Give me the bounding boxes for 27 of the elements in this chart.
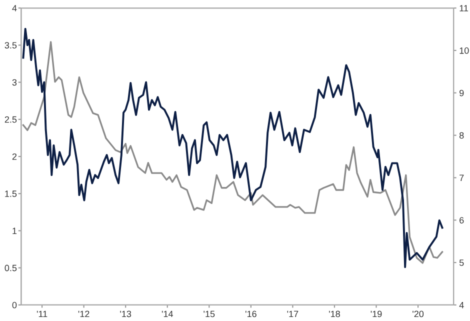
x-tick-label: '14 [162, 310, 173, 318]
y-tick-label: 1.5 [5, 190, 17, 197]
x-tick-label: '16 [246, 310, 256, 318]
y2-tick-label: 10 [460, 47, 469, 54]
y-tick-label: 0.5 [4, 264, 17, 272]
y-tick-label: 4 [12, 5, 17, 12]
y-tick-label: 0 [12, 302, 17, 308]
x-tick-label: '18 [329, 310, 340, 318]
y-tick-label: 2.5 [4, 116, 17, 123]
y2-tick-label: 6 [460, 217, 464, 224]
x-tick-label: '13 [120, 310, 132, 318]
x-tick-label: '11 [36, 310, 48, 318]
x-tick-label: '20 [412, 310, 424, 318]
y2-tick-label: 5 [459, 260, 464, 266]
x-tick-label: '17 [287, 310, 298, 318]
y2-tick-label: 9 [460, 90, 464, 96]
x-tick-label: '19 [370, 310, 382, 318]
y2-tick-label: 4 [459, 302, 464, 308]
x-tick-label: '15 [204, 310, 215, 318]
y-tick-label: 1 [12, 228, 17, 234]
y2-tick-label: 7 [460, 174, 464, 181]
y2-tick-label: 11 [460, 5, 468, 12]
y-tick-label: 2 [12, 153, 17, 160]
y-tick-label: 3.5 [4, 42, 17, 48]
y-tick-label: 3 [12, 79, 17, 86]
y2-tick-label: 8 [460, 132, 464, 139]
x-tick-label: '12 [78, 310, 90, 318]
